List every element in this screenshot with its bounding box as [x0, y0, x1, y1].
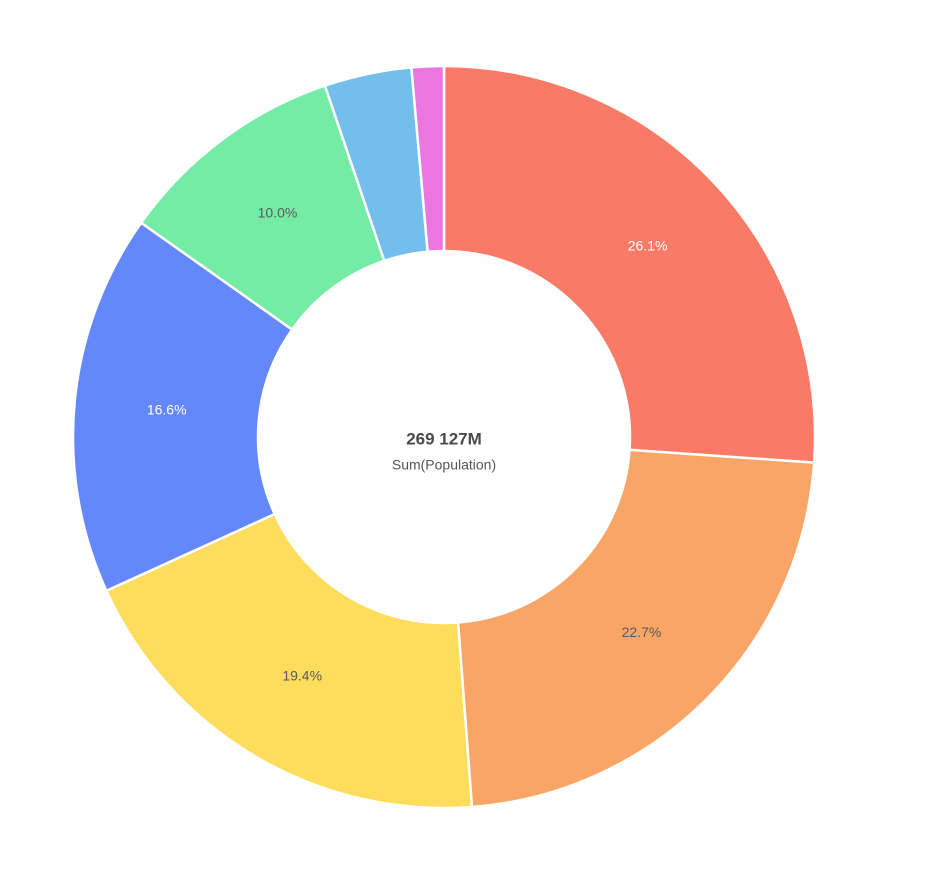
- labels-layer: 26.1% 22.7% 19.4% 16.6% 10.0%: [147, 205, 668, 684]
- center-total-caption: Sum(Population): [392, 457, 496, 473]
- slice-label-3: 19.4%: [282, 667, 322, 683]
- slice-label-5: 10.0%: [258, 205, 298, 221]
- pie-slice-7[interactable]: [410, 64, 446, 253]
- slice-label-2: 22.7%: [622, 624, 662, 640]
- pie-slice-3[interactable]: [105, 512, 474, 810]
- pie-slice-4[interactable]: [71, 221, 294, 592]
- pie-slice-1[interactable]: [442, 64, 817, 464]
- center-total-value: 269 127M: [406, 429, 482, 448]
- slice-label-4: 16.6%: [147, 402, 187, 418]
- slices-layer: [71, 64, 817, 810]
- pie-slice-2[interactable]: [456, 448, 816, 809]
- slice-label-1: 26.1%: [628, 238, 668, 254]
